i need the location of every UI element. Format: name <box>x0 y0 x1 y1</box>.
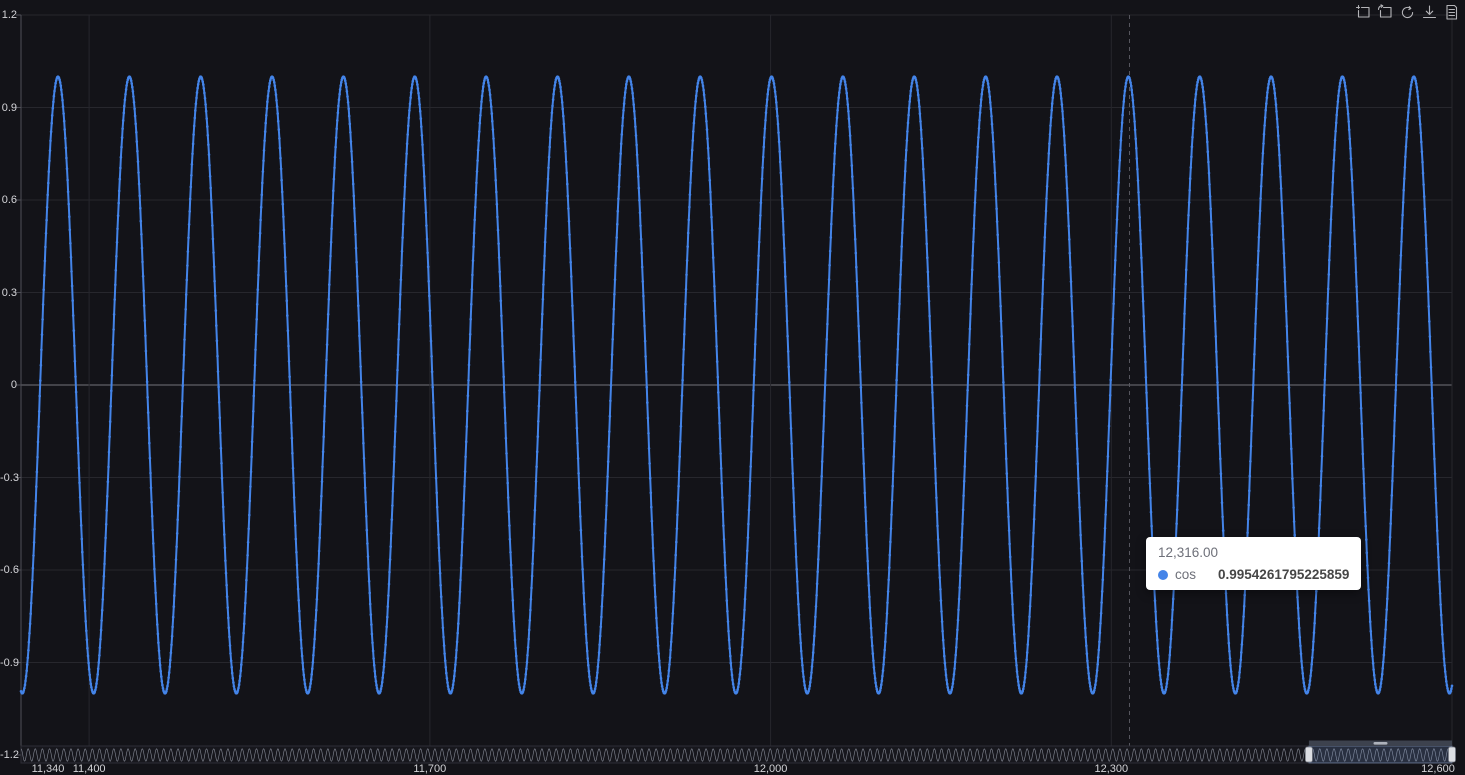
datazoom-shadow-wave <box>20 748 1453 762</box>
y-axis-label: -0.9 <box>0 656 19 669</box>
y-axis-label: -1.2 <box>0 749 19 761</box>
y-axis-label: -0.3 <box>0 471 19 484</box>
x-axis-label: 11,340 <box>31 763 65 775</box>
restore-icon[interactable] <box>1399 4 1416 21</box>
y-axis-label: 0 <box>10 379 17 391</box>
x-axis-label: 12,300 <box>1094 763 1129 775</box>
y-axis-label: 1.2 <box>1 9 17 21</box>
datazoom-grip-icon[interactable] <box>1373 742 1388 745</box>
datazoom-handle-left[interactable] <box>1305 746 1313 763</box>
data-view-icon[interactable] <box>1443 4 1460 21</box>
cos-data-points <box>19 75 1454 695</box>
x-axis-label: 12,000 <box>753 763 788 775</box>
x-axis-label: 11,400 <box>72 763 106 775</box>
x-axis-label: 12,600 <box>1421 763 1455 775</box>
x-axis-label: 11,700 <box>413 763 447 775</box>
datazoom-window[interactable] <box>1308 745 1453 764</box>
save-image-icon[interactable] <box>1421 4 1438 21</box>
toolbox <box>1355 4 1460 21</box>
datazoom-handle-right[interactable] <box>1448 746 1456 763</box>
y-axis-label: 0.3 <box>1 286 17 299</box>
zoom-back-icon[interactable] <box>1377 4 1394 21</box>
y-axis-label: 0.6 <box>1 194 17 206</box>
y-axis-label: 0.9 <box>1 101 17 114</box>
y-axis-label: -0.6 <box>0 564 19 576</box>
zoom-select-icon[interactable] <box>1355 4 1372 21</box>
